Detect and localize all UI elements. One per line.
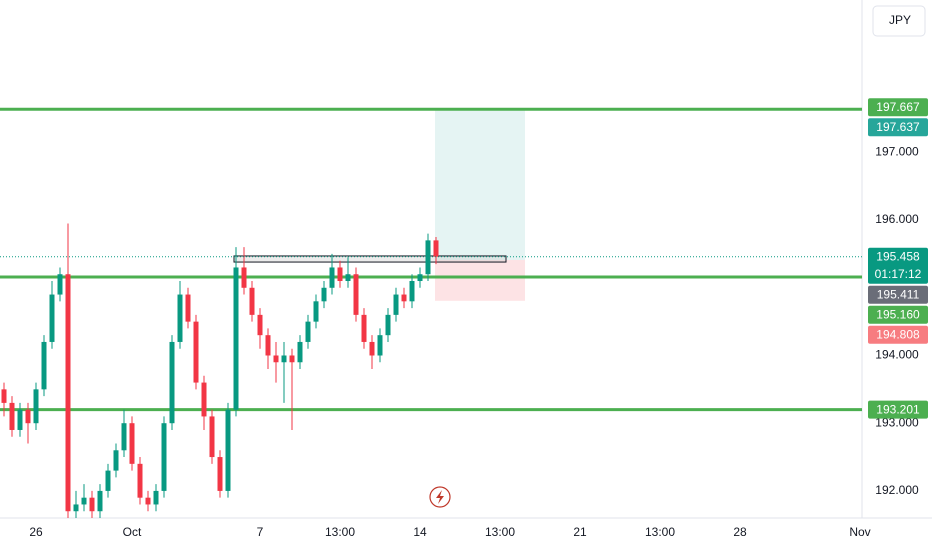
currency-button[interactable] — [872, 5, 926, 37]
price-badge-label: 195.458 — [876, 249, 920, 263]
candle-body — [17, 409, 23, 430]
candle-body — [321, 287, 327, 302]
price-badge-label: 197.637 — [876, 120, 920, 134]
candle-body — [409, 281, 415, 302]
candle-body — [233, 267, 239, 410]
x-tick-label: 21 — [573, 525, 587, 539]
candle-body — [65, 274, 71, 512]
price-badge-label: 194.808 — [876, 327, 920, 341]
x-tick-label: 7 — [257, 525, 264, 539]
price-badge-label: 195.411 — [877, 287, 920, 301]
candle-body — [89, 497, 95, 512]
candle-body — [377, 335, 383, 356]
x-tick-label: 14 — [413, 525, 427, 539]
candle-body — [217, 457, 223, 491]
x-tick-label: Oct — [123, 525, 142, 539]
currency-label: JPY — [889, 13, 911, 27]
candle-body — [257, 314, 263, 336]
y-tick-label: 197.000 — [875, 145, 919, 159]
candle-body — [201, 382, 207, 417]
candle-body — [313, 301, 319, 322]
candle-body — [105, 470, 111, 491]
candle-body — [425, 240, 431, 275]
candle-body — [281, 355, 287, 363]
alert-icon[interactable] — [429, 486, 451, 508]
candle-body — [273, 355, 279, 363]
candle-body — [337, 267, 343, 282]
price-badge — [868, 305, 928, 324]
x-tick-label: 13:00 — [485, 525, 515, 539]
candle-body — [97, 490, 103, 512]
candle-body — [249, 287, 255, 315]
candle-body — [329, 267, 335, 288]
price-badge — [868, 285, 928, 304]
y-tick-label: 193.000 — [875, 415, 919, 429]
price-badge — [868, 247, 928, 284]
candle-body — [129, 423, 135, 464]
candle-body — [193, 321, 199, 383]
price-badge — [868, 118, 928, 137]
candle-body — [1, 389, 7, 403]
candle-body — [169, 341, 175, 424]
price-badge — [868, 98, 928, 117]
candle-body — [297, 341, 303, 363]
candle-body — [153, 490, 159, 505]
candle-body — [369, 341, 375, 356]
y-tick-label: 192.000 — [875, 483, 919, 497]
candle-body — [49, 294, 55, 342]
x-tick-label: 13:00 — [645, 525, 675, 539]
x-tick-label: 13:00 — [325, 525, 355, 539]
candle-body — [81, 497, 87, 505]
candle-body — [353, 274, 359, 315]
range-rectangle — [233, 255, 507, 263]
candle-body — [25, 409, 31, 424]
x-tick-label: 26 — [29, 525, 43, 539]
candle-body — [121, 423, 127, 451]
candle-body — [385, 314, 391, 336]
y-tick-label: 196.000 — [875, 212, 919, 226]
candle-body — [145, 497, 151, 505]
x-tick-label: 28 — [733, 525, 747, 539]
countdown-label: 01:17:12 — [875, 267, 922, 281]
candle-body — [73, 504, 79, 512]
x-tick-label: Nov — [849, 525, 870, 539]
candle-body — [289, 355, 295, 363]
position-target-zone — [435, 109, 525, 260]
position-stop-zone — [435, 259, 525, 301]
candle-body — [137, 463, 143, 498]
y-tick-label: 194.000 — [875, 348, 919, 362]
alert-bolt[interactable] — [436, 490, 444, 504]
candle-body — [185, 294, 191, 322]
candle-body — [177, 294, 183, 342]
price-badge — [868, 400, 928, 419]
candle-body — [57, 274, 63, 295]
candle-body — [33, 389, 39, 424]
price-badge-label: 193.201 — [876, 402, 920, 416]
candle-body — [161, 423, 167, 491]
candle-body — [41, 341, 47, 390]
candle-body — [113, 450, 119, 471]
candle-body — [433, 240, 439, 257]
candle-body — [241, 267, 247, 288]
price-badge — [868, 325, 928, 344]
candle-body — [305, 321, 311, 342]
candle-body — [345, 274, 351, 282]
candle-body — [265, 335, 271, 356]
candle-body — [401, 294, 407, 302]
candle-body — [393, 294, 399, 315]
candle-body — [417, 274, 423, 282]
candle-body — [9, 402, 15, 430]
candle-body — [225, 409, 231, 491]
price-badge-label: 195.160 — [876, 307, 920, 321]
candle-body — [361, 314, 367, 342]
candle-body — [209, 416, 215, 458]
price-badge-label: 197.667 — [876, 100, 920, 114]
